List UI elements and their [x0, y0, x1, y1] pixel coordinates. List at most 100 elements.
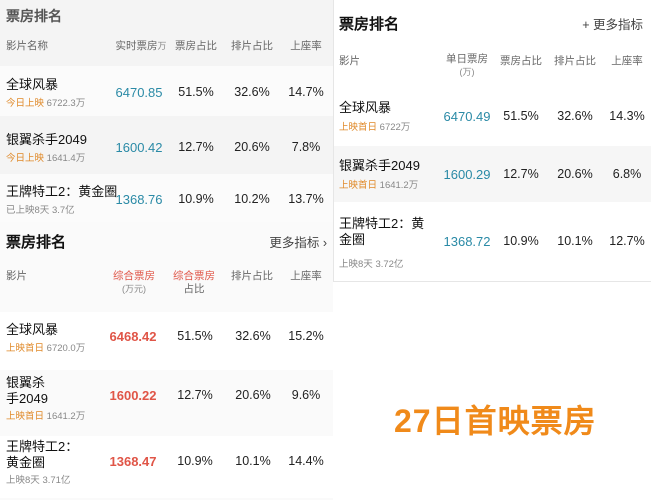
- col-daily-boxoffice: 单日票房 (万): [438, 53, 496, 79]
- more-metrics-link[interactable]: 更多指标 ›: [269, 236, 327, 250]
- col-screen: 排片占比: [231, 270, 273, 282]
- boxoffice-value: 1600.22: [109, 388, 157, 403]
- box-office-panel-2: 票房排名 更多指标 › 影片 综合票房 (万元) 综合票房 占比 排片占比 上座率 …: [0, 222, 333, 500]
- seat-value: 6.8%: [612, 167, 642, 181]
- share-value: 51.5%: [177, 329, 213, 343]
- status-badge: 上映首日: [339, 122, 378, 133]
- table-row[interactable]: 银翼杀手2049 今日上映 1641.4万 1600.42 12.7% 20.6…: [0, 120, 333, 170]
- film-status: 上映首日 6722万: [339, 119, 410, 133]
- status-badge: 今日上映: [6, 153, 45, 164]
- screen-value: 20.6%: [234, 140, 270, 154]
- status-badge: 今日上映: [6, 98, 45, 109]
- screen-value: 32.6%: [557, 109, 593, 123]
- boxoffice-value: 6468.42: [109, 329, 157, 344]
- screen-value: 10.1%: [557, 234, 593, 248]
- table-row[interactable]: 银翼杀 手2049 上映首日 1641.2万 1600.22 12.7% 20.6…: [0, 372, 333, 434]
- table-row[interactable]: 银翼杀手2049 上映首日 1641.2万 1600.29 12.7% 20.6…: [334, 146, 651, 202]
- share-value: 10.9%: [177, 454, 213, 468]
- status-badge: 上映首日: [339, 180, 378, 191]
- status-badge: 上映首日: [6, 411, 45, 422]
- film-name: 王牌特工2：黄金圈: [6, 184, 118, 199]
- boxoffice-value: 1600.29: [443, 167, 491, 182]
- share-value: 12.7%: [178, 140, 214, 154]
- col-seat: 上座率: [611, 55, 643, 67]
- table-row[interactable]: 全球风暴 上映首日 6720.0万 6468.42 51.5% 32.6% 15…: [0, 312, 333, 370]
- col-screen: 排片占比: [554, 55, 596, 67]
- box-office-panel-1: 票房排名 影片名称 实时票房万 票房占比 排片占比 上座率 全球风暴 今日上映 …: [0, 0, 333, 222]
- film-name: 全球风暴: [6, 77, 59, 92]
- table-row[interactable]: 全球风暴 今日上映 6722.3万 6470.85 51.5% 32.6% 14…: [0, 66, 333, 116]
- share-value: 12.7%: [177, 388, 213, 402]
- film-name-line2: 黄金圈: [6, 455, 46, 470]
- boxoffice-value: 1600.42: [115, 140, 163, 155]
- seat-value: 9.6%: [291, 388, 321, 402]
- film-status: 上映首日 1641.2万: [339, 177, 418, 191]
- film-name-line1: 王牌特工2：黄: [339, 216, 425, 231]
- panel-title: 票房排名: [6, 8, 62, 24]
- share-value: 51.5%: [178, 85, 214, 99]
- table-header: 影片名称 实时票房万 票房占比 排片占比 上座率: [0, 40, 333, 60]
- film-status: 上映8天 3.71亿: [6, 472, 70, 486]
- col-unit: 万: [157, 41, 167, 51]
- screen-value: 32.6%: [235, 329, 271, 343]
- status-badge: 已上映8天: [6, 205, 50, 216]
- film-name: 王牌特工2：黄金圈: [6, 439, 78, 471]
- col-composite-label: 综合票房: [113, 270, 155, 282]
- col-share: 票房占比: [175, 40, 217, 52]
- film-name-line2: 金圈: [339, 232, 366, 247]
- share-value: 51.5%: [503, 109, 539, 123]
- table-header: 影片 单日票房 (万) 票房占比 排片占比 上座率: [334, 53, 651, 81]
- film-status: 已上映8天 3.7亿: [6, 202, 75, 216]
- table-row[interactable]: 王牌特工2： 黄金圈 上映8天 3.71亿 1368.47 10.9% 10.1%…: [0, 436, 333, 498]
- col-composite-share-label: 综合票房: [173, 270, 215, 282]
- share-value: 10.9%: [178, 192, 214, 206]
- film-name: 银翼杀手2049: [6, 375, 48, 407]
- col-realtime-boxoffice: 实时票房万: [112, 40, 170, 53]
- film-status: 上映首日 6720.0万: [6, 340, 85, 354]
- cumulative-total: 1641.2万: [46, 411, 86, 422]
- premiere-caption: 27日首映票房: [394, 403, 597, 439]
- status-badge: 上映8天: [6, 475, 40, 486]
- table-row[interactable]: 王牌特工2：黄 金圈 上映8天 3.72亿 1368.72 10.9% 10.1%…: [334, 206, 651, 278]
- film-name-line1: 王牌特工2：: [6, 439, 79, 454]
- screen-value: 10.1%: [235, 454, 271, 468]
- cumulative-total: 6720.0万: [46, 343, 86, 354]
- seat-value: 14.3%: [609, 109, 645, 123]
- film-name: 银翼杀手2049: [339, 158, 420, 173]
- seat-value: 14.4%: [288, 454, 324, 468]
- cumulative-total: 3.71亿: [42, 475, 71, 486]
- col-realtime-label: 实时票房: [115, 40, 158, 52]
- film-name: 王牌特工2：黄金圈: [339, 216, 424, 248]
- film-status: 今日上映 1641.4万: [6, 150, 85, 164]
- panel-title: 票房排名: [6, 234, 67, 251]
- screen-value: 20.6%: [557, 167, 593, 181]
- film-name-line2: 手2049: [6, 391, 48, 406]
- table-header: 影片 综合票房 (万元) 综合票房 占比 排片占比 上座率: [0, 270, 333, 298]
- seat-value: 12.7%: [609, 234, 645, 248]
- screen-value: 20.6%: [235, 388, 271, 402]
- seat-value: 14.7%: [288, 85, 324, 99]
- share-value: 10.9%: [503, 234, 539, 248]
- film-name: 银翼杀手2049: [6, 132, 87, 147]
- seat-value: 15.2%: [288, 329, 324, 343]
- col-composite-share: 综合票房 占比: [168, 270, 220, 296]
- film-status: 今日上映 6722.3万: [6, 95, 85, 109]
- col-daily-label: 单日票房: [446, 53, 488, 65]
- col-film-name: 影片: [6, 270, 27, 282]
- box-office-panel-3: 票房排名 + 更多指标 影片 单日票房 (万) 票房占比 排片占比 上座率 全球风…: [333, 0, 651, 282]
- cumulative-total: 1641.2万: [379, 180, 419, 191]
- table-row[interactable]: 王牌特工2：黄金圈 已上映8天 3.7亿 1368.76 10.9% 10.2%…: [0, 174, 333, 222]
- col-seat: 上座率: [290, 40, 322, 52]
- more-metrics-link[interactable]: + 更多指标: [582, 18, 643, 32]
- cumulative-total: 3.72亿: [375, 259, 404, 270]
- col-unit: (万): [459, 67, 475, 77]
- seat-value: 7.8%: [291, 140, 321, 154]
- share-value: 12.7%: [503, 167, 539, 181]
- film-name-line1: 全球风暴: [6, 322, 59, 337]
- cumulative-total: 6722万: [379, 122, 411, 133]
- boxoffice-value: 6470.49: [443, 109, 491, 124]
- col-share: 票房占比: [500, 55, 542, 67]
- cumulative-total: 6722.3万: [46, 98, 86, 109]
- col-film-name: 影片名称: [6, 40, 48, 52]
- table-row[interactable]: 全球风暴 上映首日 6722万 6470.49 51.5% 32.6% 14.3…: [334, 92, 651, 144]
